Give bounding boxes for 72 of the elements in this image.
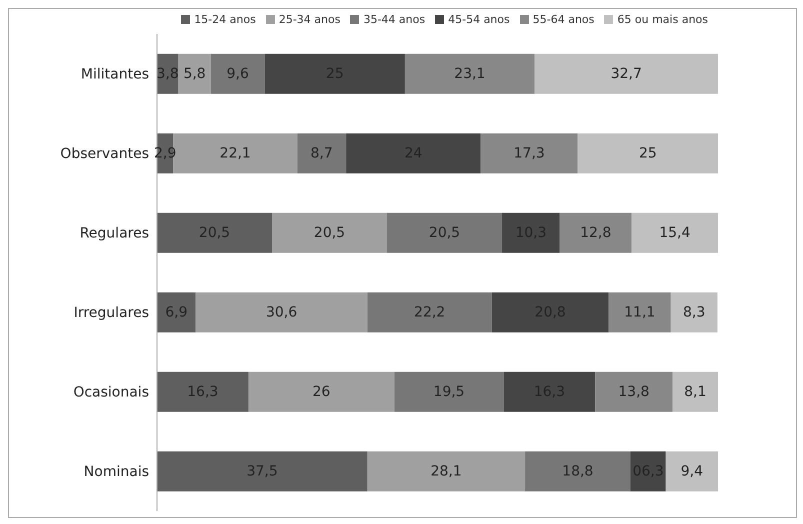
data-label: 8,3 xyxy=(683,304,706,320)
data-label: 13,8 xyxy=(618,384,650,400)
data-label: 22,1 xyxy=(220,145,251,162)
legend-label: 35-44 anos xyxy=(363,13,426,26)
data-label: 8,1 xyxy=(684,384,706,400)
bar xyxy=(196,292,368,332)
y-tick-label: Irregulares xyxy=(74,305,149,322)
y-tick-label: Nominais xyxy=(84,464,149,480)
data-label: 30,6 xyxy=(266,304,298,320)
data-label: 9,6 xyxy=(226,66,250,82)
bar xyxy=(157,212,272,253)
data-label: 16,3 xyxy=(187,384,218,400)
legend-label: 45-54 anos xyxy=(448,13,510,26)
data-label: 15,4 xyxy=(659,224,690,241)
data-label: 6,9 xyxy=(165,304,188,320)
bar xyxy=(578,133,718,174)
bar xyxy=(608,292,671,332)
bar xyxy=(670,292,718,332)
bar xyxy=(178,54,211,94)
bar xyxy=(595,372,673,412)
bar xyxy=(264,54,405,94)
data-label: 18,8 xyxy=(562,463,594,480)
bar xyxy=(504,372,596,412)
bar xyxy=(157,451,368,492)
bar xyxy=(367,451,526,492)
bar xyxy=(502,212,560,253)
bar xyxy=(387,212,502,253)
data-label: 8,7 xyxy=(310,145,333,162)
y-tick-label: Regulares xyxy=(80,226,149,242)
bar xyxy=(672,372,718,412)
y-tick-label: Militantes xyxy=(80,66,149,83)
bar xyxy=(525,451,630,492)
bar xyxy=(394,372,504,412)
data-label: 20,5 xyxy=(198,224,230,241)
data-label: 25 xyxy=(638,145,657,162)
bar xyxy=(157,372,248,412)
data-label: 37,5 xyxy=(246,463,278,480)
data-label: 28,1 xyxy=(430,463,462,480)
data-label: 26 xyxy=(312,384,330,400)
legend-label: 55-64 anos xyxy=(532,13,594,26)
data-label: 17,3 xyxy=(514,145,545,162)
bar xyxy=(248,372,394,412)
bar xyxy=(534,54,718,94)
bar xyxy=(272,212,388,253)
data-label: 5,8 xyxy=(183,66,206,82)
data-label: 19,5 xyxy=(433,384,465,400)
bar xyxy=(157,292,196,332)
bar xyxy=(346,133,481,174)
data-label: 22,2 xyxy=(414,304,446,320)
y-tick-label: Observantes xyxy=(60,146,149,162)
bar xyxy=(210,54,265,94)
data-label: 20,5 xyxy=(428,224,460,241)
legend-label: 25-34 anos xyxy=(278,13,340,26)
data-label: 11,1 xyxy=(624,304,656,320)
bar xyxy=(480,133,578,174)
bar xyxy=(560,212,632,253)
bar xyxy=(630,451,666,492)
data-label: 3,8 xyxy=(156,66,179,82)
bar xyxy=(367,292,492,332)
legend-label: 65 ou mais anos xyxy=(617,13,708,26)
bar xyxy=(297,133,346,174)
y-tick-label: Ocasionais xyxy=(73,384,149,401)
data-label: 32,7 xyxy=(610,66,642,82)
bar xyxy=(404,54,535,94)
data-label: 23,1 xyxy=(454,66,486,82)
bar xyxy=(666,451,718,492)
bar xyxy=(632,212,718,253)
data-label: 12,8 xyxy=(580,224,612,241)
data-label: 20,5 xyxy=(314,224,346,241)
data-label: 9,4 xyxy=(680,463,704,480)
legend-label: 15-24 anos xyxy=(194,13,256,26)
bar xyxy=(492,292,609,332)
